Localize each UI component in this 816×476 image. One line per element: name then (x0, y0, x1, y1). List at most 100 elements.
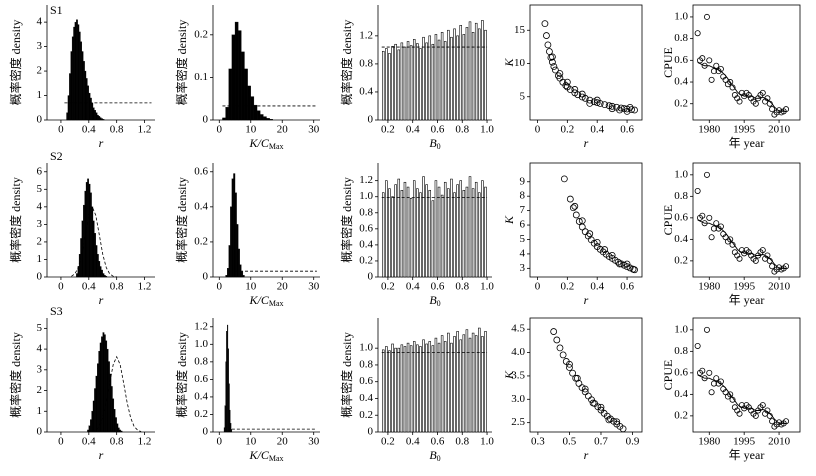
observed-point (727, 391, 734, 398)
y-tick-label: 3 (37, 218, 43, 230)
histogram-bar (222, 117, 226, 121)
x-tick-label: 0.3 (531, 436, 545, 448)
y-tick-label: 0 (203, 426, 209, 438)
histogram-bar (119, 429, 122, 433)
histogram-bar (443, 41, 447, 121)
observed-point (710, 380, 717, 387)
panel: 0 1 2 3 4 5 6 0 0.4 0.8 1.2 r 概率密度 density S2 (8, 149, 155, 307)
y-tick-label: 15 (514, 24, 526, 36)
histogram-bar (263, 116, 267, 121)
observed-point (699, 367, 706, 374)
y-axis-label: 概率密度 density (174, 177, 189, 263)
y-tick-label: 0.8 (674, 345, 688, 357)
y-tick-label: 1.2 (359, 174, 373, 186)
observed-point (713, 62, 720, 69)
x-axis-label: B0 (429, 448, 440, 463)
scatter-point (584, 392, 592, 400)
y-tick-label: 4.5 (511, 323, 525, 335)
y-tick-label: 5 (520, 90, 526, 102)
y-tick-label: 0.4 (194, 390, 208, 402)
histogram-bar (428, 35, 431, 121)
scatter-point (551, 66, 559, 74)
y-tick-label: 0.4 (674, 76, 688, 88)
y-tick-label: 1 (37, 89, 43, 101)
histogram-bar (74, 21, 77, 121)
y-axis-label: 概率密度 density (174, 20, 189, 106)
panel: 0 0.2 0.4 0.6 0.8 1.0 1.2 0 10 20 30 K/CMax 概率密度 den… (174, 318, 320, 463)
histogram-bar (230, 423, 232, 433)
scatter-point (628, 106, 635, 114)
scatter-point (573, 374, 581, 382)
histogram-bar (234, 21, 239, 121)
scatter-point (556, 70, 564, 77)
x-tick-label: 0.8 (455, 436, 469, 448)
y-tick-label: 0.6 (359, 222, 373, 234)
x-tick-label: 1.2 (138, 436, 152, 448)
y-tick-label: 1.2 (359, 29, 373, 41)
y-tick-label: 0.8 (194, 355, 208, 367)
histogram-bar (434, 180, 438, 278)
plot-frame (529, 317, 643, 433)
x-tick-label: 0.4 (82, 281, 96, 293)
panel-label: S1 (50, 3, 63, 17)
histogram-bar (422, 339, 425, 433)
histogram-bar (481, 336, 484, 433)
y-tick-label: 0 (368, 114, 374, 126)
histogram-bar (440, 194, 444, 278)
x-tick-label: 0.4 (82, 436, 96, 448)
x-tick-label: 0.2 (381, 124, 395, 136)
histogram-bar (428, 341, 431, 433)
y-tick-label: 1 (37, 405, 43, 417)
x-tick-label: 10 (245, 124, 257, 136)
x-tick-label: 30 (308, 436, 320, 448)
y-tick-label: 0.8 (359, 206, 373, 218)
x-tick-label: 0.4 (406, 436, 420, 448)
histogram-bar (484, 186, 487, 278)
x-tick-label: 0 (217, 281, 223, 293)
histogram-bar (231, 178, 234, 278)
histogram-bar (105, 340, 108, 433)
histogram-bar (76, 19, 78, 121)
x-tick-label: 0.6 (431, 281, 445, 293)
observed-point (736, 255, 743, 262)
histogram-bar (388, 350, 391, 433)
fitted-line (697, 219, 787, 269)
histogram-bar (90, 419, 92, 433)
scatter-point (593, 96, 601, 104)
y-tick-label: 1.2 (194, 320, 208, 332)
observed-point (713, 375, 720, 382)
scatter-point (586, 230, 594, 238)
histogram-bar (83, 204, 85, 278)
histogram-bar (102, 119, 105, 121)
scatter-point (578, 217, 586, 225)
scatter-point (569, 369, 576, 377)
y-tick-label: 0.2 (194, 235, 208, 247)
histogram-bar (92, 107, 95, 121)
x-axis-label: r (584, 448, 589, 462)
histogram-bar (73, 26, 76, 121)
y-tick-label: 0.2 (674, 97, 688, 109)
histogram-bar (385, 48, 388, 121)
observed-point (713, 220, 720, 227)
histogram-bar (92, 220, 95, 278)
histogram-bar (422, 36, 425, 121)
y-tick-label: 0.6 (194, 373, 208, 385)
plot-frame (692, 4, 801, 121)
x-tick-label: 1995 (733, 436, 756, 448)
histogram-bar (244, 68, 248, 121)
histogram-bar (431, 345, 435, 433)
histogram-bar (481, 20, 484, 121)
histogram-bar (431, 200, 435, 278)
y-axis-label: 概率密度 density (339, 332, 354, 418)
y-tick-label: 2 (37, 384, 43, 396)
y-tick-label: 0.4 (674, 233, 688, 245)
y-tick-label: 6 (37, 165, 43, 177)
scatter-point (601, 101, 609, 109)
histogram-bar (403, 46, 407, 121)
y-tick-label: 0.8 (674, 32, 688, 44)
y-tick-label: 4 (520, 247, 526, 259)
histogram-bar (462, 334, 466, 433)
x-tick-label: 1.0 (480, 124, 494, 136)
scatter-point (578, 90, 586, 98)
